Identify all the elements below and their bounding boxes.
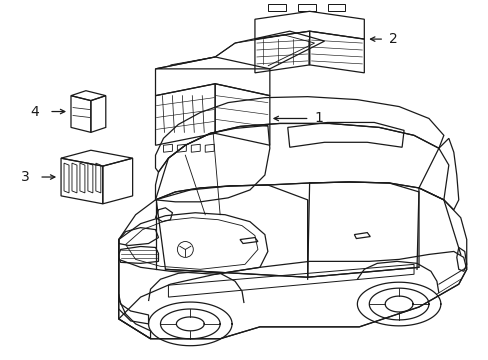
Text: 1: 1 bbox=[314, 112, 323, 126]
Text: 2: 2 bbox=[388, 32, 397, 46]
Text: 3: 3 bbox=[20, 170, 29, 184]
Text: 4: 4 bbox=[30, 104, 39, 118]
